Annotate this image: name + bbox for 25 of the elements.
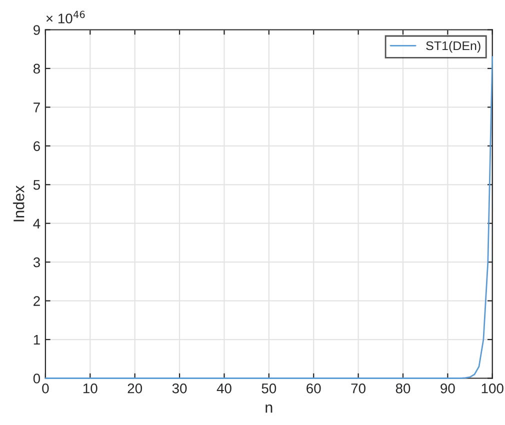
x-tick-label: 10 xyxy=(83,383,98,394)
y-tick-label: 6 xyxy=(34,141,40,152)
x-axis-title: n xyxy=(266,404,272,413)
x-tick-label: 70 xyxy=(351,383,366,394)
y-tick-label: 2 xyxy=(34,296,40,306)
x-tick-label: 60 xyxy=(306,383,321,394)
x-tick-label: 80 xyxy=(396,383,410,394)
y-tick-label: 5 xyxy=(33,180,40,190)
y-tick-label: 4 xyxy=(33,218,40,228)
x-tick-label: 30 xyxy=(172,383,187,394)
y-tick-label: 0 xyxy=(33,374,40,384)
x-tick-label: 20 xyxy=(128,383,142,394)
x-tick-label: 100 xyxy=(482,383,504,394)
x-tick-label: 40 xyxy=(216,383,232,394)
legend-label: ST1(DEn) xyxy=(426,41,480,53)
y-tick-label: 1 xyxy=(34,335,40,345)
y-tick-label: 9 xyxy=(34,25,40,35)
y-tick-label: 8 xyxy=(33,64,40,74)
x-tick-label: 50 xyxy=(262,383,276,394)
y-tick-label: 7 xyxy=(34,102,40,112)
y-tick-label: 3 xyxy=(33,257,40,268)
y-axis-title: Index xyxy=(13,185,24,222)
x-tick-label: 0 xyxy=(42,383,49,394)
text: × 10$^{46}$ xyxy=(46,10,85,24)
x-tick-label: 90 xyxy=(440,383,455,394)
